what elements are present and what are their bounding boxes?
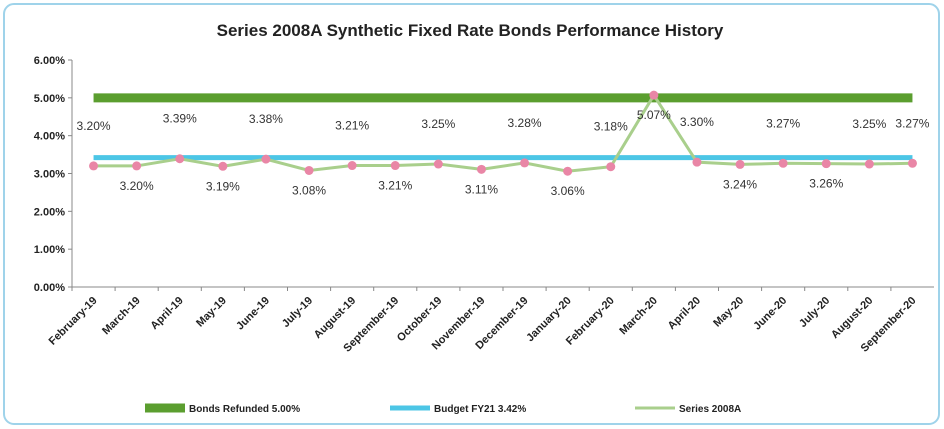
y-tick-label: 6.00% xyxy=(34,55,65,67)
data-label: 3.38% xyxy=(249,112,283,126)
point-marker xyxy=(606,162,616,172)
point-marker xyxy=(175,154,185,164)
data-label: 3.20% xyxy=(77,119,111,133)
y-tick-label: 0.00% xyxy=(34,282,65,294)
data-label: 3.06% xyxy=(551,184,585,198)
data-label: 3.27% xyxy=(766,116,800,130)
y-tick-label: 4.00% xyxy=(34,131,65,143)
y-tick-label: 2.00% xyxy=(34,206,65,218)
point-marker xyxy=(132,161,142,171)
data-label: 3.26% xyxy=(809,177,843,191)
point-marker xyxy=(692,157,702,167)
data-label: 3.18% xyxy=(594,120,628,134)
point-marker xyxy=(649,90,659,100)
point-marker xyxy=(261,154,271,164)
point-marker xyxy=(821,159,831,169)
line-series xyxy=(93,92,913,173)
point-marker xyxy=(778,158,788,168)
chart-frame xyxy=(3,3,940,425)
data-label: 3.25% xyxy=(852,117,886,131)
data-label: 3.27% xyxy=(895,116,929,130)
data-label: 3.25% xyxy=(421,117,455,131)
point-marker xyxy=(433,159,443,169)
point-marker xyxy=(347,161,357,171)
point-marker xyxy=(218,161,228,171)
point-marker xyxy=(520,158,530,168)
y-tick-label: 5.00% xyxy=(34,93,65,105)
point-marker xyxy=(735,159,745,169)
data-label: 3.28% xyxy=(508,116,542,130)
point-marker xyxy=(390,161,400,171)
data-label: 5.07% xyxy=(637,108,671,122)
legend-label: Budget FY21 3.42% xyxy=(434,404,526,415)
point-marker xyxy=(89,161,99,171)
point-marker xyxy=(304,165,314,175)
point-marker xyxy=(563,166,573,176)
legend-label: Series 2008A xyxy=(679,404,741,415)
chart-title: Series 2008A Synthetic Fixed Rate Bonds … xyxy=(217,21,724,40)
data-label: 3.11% xyxy=(465,182,498,196)
data-label: 3.21% xyxy=(378,179,412,193)
data-label: 3.21% xyxy=(335,119,369,133)
data-label: 3.24% xyxy=(723,177,757,191)
point-marker xyxy=(476,164,486,174)
y-tick-label: 3.00% xyxy=(34,169,65,181)
data-label: 3.39% xyxy=(163,112,197,126)
point-marker xyxy=(864,159,874,169)
data-label: 3.20% xyxy=(120,179,154,193)
legend-label: Bonds Refunded 5.00% xyxy=(189,404,300,415)
data-label: 3.30% xyxy=(680,115,714,129)
data-label: 3.19% xyxy=(206,179,240,193)
data-label: 3.08% xyxy=(292,183,326,197)
y-tick-label: 1.00% xyxy=(34,244,65,256)
point-marker xyxy=(907,158,917,168)
